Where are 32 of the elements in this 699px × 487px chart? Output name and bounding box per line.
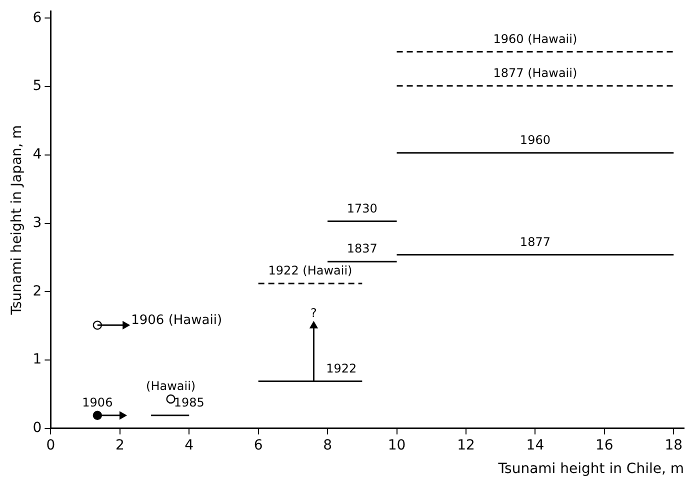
annotation: ? xyxy=(310,306,317,320)
annotation: 1960 (Hawaii) xyxy=(493,32,578,46)
annotation: 1837 xyxy=(346,242,378,256)
x-tick-label: 2 xyxy=(115,437,124,454)
annotation: 1906 xyxy=(82,396,113,410)
x-tick-label: 6 xyxy=(254,437,263,454)
y-tick-label: 3 xyxy=(32,214,42,231)
x-tick-label: 18 xyxy=(664,437,683,454)
y-tick-label: 1 xyxy=(32,352,42,368)
annotation: 1985 xyxy=(174,396,204,410)
x-tick-label: 4 xyxy=(184,437,194,454)
y-tick-label: 0 xyxy=(32,420,42,436)
series-label: 1906 (Hawaii) xyxy=(131,313,222,328)
y-tick-label: 6 xyxy=(32,10,42,26)
y-tick-label: 5 xyxy=(32,78,42,94)
x-tick-label: 14 xyxy=(526,437,544,454)
x-tick-label: 8 xyxy=(323,437,332,454)
x-tick-label: 10 xyxy=(388,437,406,454)
annotation: (Hawaii) xyxy=(146,379,196,394)
x-axis-title: Tsunami height in Chile, m xyxy=(497,461,684,478)
annotation: 1922 xyxy=(326,361,357,376)
annotation: 1960 xyxy=(520,133,550,148)
annotation: 1730 xyxy=(346,201,378,216)
y-tick-label: 4 xyxy=(32,146,42,163)
y-tick-label: 2 xyxy=(32,283,42,300)
annotation: 1922 (Hawaii) xyxy=(268,264,352,278)
annotation: 1877 xyxy=(520,234,550,249)
y-axis-title: Tsunami height in Japan, m xyxy=(9,125,26,316)
annotation: 1877 (Hawaii) xyxy=(493,66,578,80)
x-tick-label: 12 xyxy=(457,437,475,454)
x-tick-label: 16 xyxy=(595,437,614,454)
x-tick-label: 0 xyxy=(46,437,56,454)
